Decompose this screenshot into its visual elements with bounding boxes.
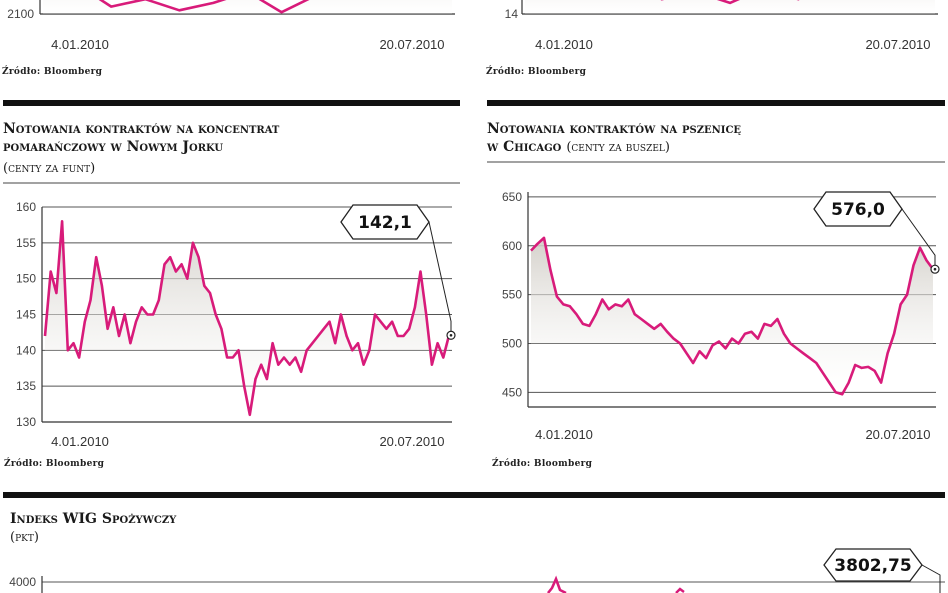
top_left-series-line <box>98 0 310 14</box>
orange-x-date-end: 20.07.2010 <box>379 434 444 449</box>
wheat-callout-leader <box>901 208 936 266</box>
top_left-x-date-start: 4.01.2010 <box>51 37 109 52</box>
wheat-y-tick-label: 550 <box>502 288 522 302</box>
wheat-callout-value: 576,0 <box>831 200 885 220</box>
top_right-y-tick-label: 14 <box>505 7 519 21</box>
top_left-source: Źródło: Bloomberg <box>2 65 103 77</box>
top_right-chart: 14 4.01.2010 20.07.2010 Źródło: Bloomberg <box>486 0 938 77</box>
orange-section-bar <box>3 100 460 106</box>
wig-callout-value: 3802,75 <box>834 556 911 576</box>
wig-title: Indeks WIG Spożywczy <box>10 511 177 527</box>
wig-series-line <box>546 575 567 593</box>
top_right-source: Źródło: Bloomberg <box>486 65 587 77</box>
orange-title-line: pomarańczowy w Nowym Jorku <box>3 139 223 155</box>
orange-last-point-dot <box>449 333 453 337</box>
orange-series-line <box>43 220 451 417</box>
orange-chart: 130 135 140 145 150 155 160 4.01.2010 20.07.2010… <box>3 121 460 469</box>
orange-y-tick-label: 135 <box>16 379 36 393</box>
wheat-chart: 450 500 550 600 650 4.01.2010 20.07.2010 Źródło… <box>486 121 945 469</box>
orange-y-tick-label: 150 <box>16 272 36 286</box>
orange-area-fill <box>45 221 449 415</box>
wig-section-bar <box>3 492 945 498</box>
top_left-x-date-end: 20.07.2010 <box>379 37 444 52</box>
top_right-series-line <box>660 0 800 5</box>
wheat-y-tick-label: 650 <box>502 190 522 204</box>
wig-y-tick-label: 4000 <box>9 575 36 589</box>
wig-series-line-fragment <box>675 587 685 593</box>
top_left-chart: 2100 4.01.2010 20.07.2010 Źródło: Bloomberg <box>2 0 455 77</box>
orange-source: Źródło: Bloomberg <box>4 457 105 469</box>
wheat-area-fill <box>531 237 933 395</box>
top_left-area-fill <box>43 0 452 14</box>
wheat-x-date-end: 20.07.2010 <box>865 427 930 442</box>
orange-title-line: Notowania kontraktów na koncentrat <box>3 121 280 137</box>
wheat-unit: (centy za buszel) <box>566 140 670 155</box>
wheat-title-line: Notowania kontraktów na pszenicę <box>487 121 741 137</box>
wig-unit: (pkt) <box>10 530 39 545</box>
orange-callout-value: 142,1 <box>358 213 412 233</box>
top_right-area-fill <box>525 0 935 14</box>
wheat-series-line <box>530 236 935 396</box>
top_right-x-date-end: 20.07.2010 <box>865 37 930 52</box>
orange-y-tick-label: 130 <box>16 415 36 429</box>
orange-y-tick-label: 145 <box>16 308 36 322</box>
wheat-y-tick-label: 500 <box>502 336 522 350</box>
wheat-title-line: w Chicago <box>486 139 562 155</box>
orange-callout-leader <box>428 221 452 332</box>
wig-chart: Indeks WIG Spożywczy (pkt) 4000 3802,75 <box>9 511 945 593</box>
wheat-y-tick-label: 450 <box>502 385 522 399</box>
top_right-x-date-start: 4.01.2010 <box>535 37 593 52</box>
wheat-x-date-start: 4.01.2010 <box>535 427 593 442</box>
orange-y-tick-label: 160 <box>16 200 36 214</box>
orange-y-tick-label: 155 <box>16 236 36 250</box>
orange-y-tick-label: 140 <box>16 343 36 357</box>
orange-unit: (centy za funt) <box>3 161 95 176</box>
orange-x-date-start: 4.01.2010 <box>51 434 109 449</box>
wheat-source: Źródło: Bloomberg <box>492 457 593 469</box>
top_left-y-tick-label: 2100 <box>7 7 34 21</box>
wheat-section-bar <box>487 100 945 106</box>
wig-callout-leader <box>921 564 941 593</box>
wheat-last-point-dot <box>933 267 937 271</box>
wheat-y-tick-label: 600 <box>502 239 522 253</box>
